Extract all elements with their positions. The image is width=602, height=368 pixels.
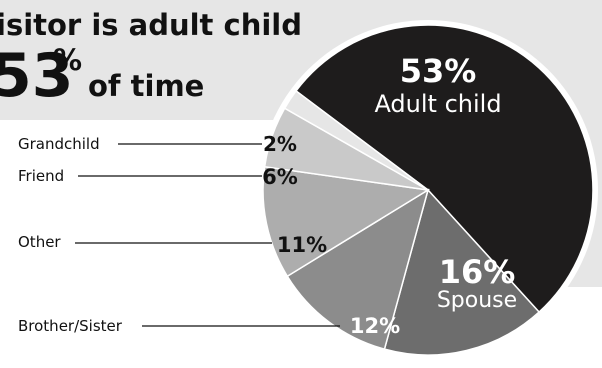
pie-slice-adult-child bbox=[294, 24, 594, 314]
headline-percent-sign: % bbox=[53, 43, 82, 77]
pct-adult-child: 53% bbox=[400, 52, 477, 90]
pct-brother-sister: 12% bbox=[350, 314, 400, 338]
pct-spouse: 16% bbox=[439, 253, 516, 291]
pct-other: 11% bbox=[277, 233, 327, 257]
label-brother-sister: Brother/Sister bbox=[18, 317, 123, 335]
headline-line2: of time bbox=[88, 69, 204, 103]
name-adult-child: Adult child bbox=[374, 90, 501, 118]
header-band bbox=[0, 0, 302, 120]
label-friend: Friend bbox=[18, 167, 64, 185]
headline-big-number: 53 bbox=[0, 41, 74, 111]
label-other: Other bbox=[18, 233, 61, 251]
label-grandchild: Grandchild bbox=[18, 135, 100, 153]
pie-slice-other bbox=[262, 165, 431, 278]
pct-friend: 6% bbox=[262, 165, 298, 189]
name-spouse: Spouse bbox=[437, 288, 517, 313]
pct-grandchild: 2% bbox=[263, 132, 297, 156]
headline-line1: isitor is adult child bbox=[0, 8, 302, 42]
pie-slice-grandchild bbox=[283, 89, 429, 191]
pie-slice-spouse bbox=[383, 188, 541, 356]
pie-slices bbox=[262, 24, 594, 356]
pie-slice-brother-sister bbox=[286, 188, 430, 351]
